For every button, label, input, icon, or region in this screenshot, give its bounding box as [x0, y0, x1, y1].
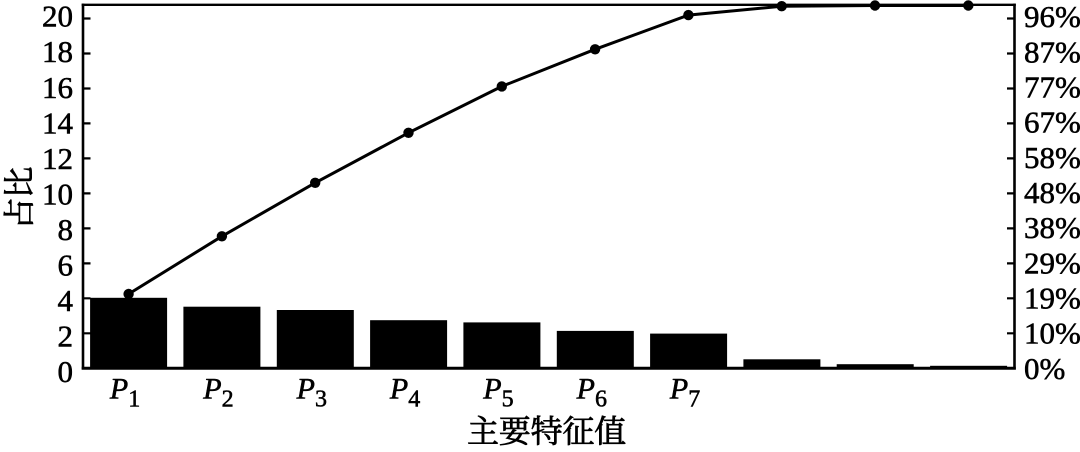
- svg-text:4: 4: [58, 283, 74, 318]
- svg-text:2: 2: [58, 319, 74, 354]
- svg-text:96%: 96%: [1024, 0, 1080, 34]
- svg-text:19%: 19%: [1024, 281, 1080, 316]
- svg-text:8: 8: [58, 212, 74, 247]
- svg-text:77%: 77%: [1024, 70, 1080, 105]
- svg-text:10%: 10%: [1024, 316, 1080, 351]
- svg-text:0%: 0%: [1024, 351, 1065, 386]
- svg-text:6: 6: [58, 248, 74, 283]
- svg-text:87%: 87%: [1024, 34, 1080, 69]
- svg-text:48%: 48%: [1024, 175, 1080, 210]
- svg-text:16: 16: [42, 70, 73, 105]
- svg-text:0: 0: [58, 354, 74, 389]
- svg-text:67%: 67%: [1024, 105, 1080, 140]
- svg-text:29%: 29%: [1024, 245, 1080, 280]
- svg-text:20: 20: [42, 0, 73, 34]
- svg-text:12: 12: [42, 141, 73, 176]
- svg-text:P4: P4: [389, 373, 420, 413]
- svg-text:38%: 38%: [1024, 210, 1080, 245]
- svg-text:10: 10: [42, 176, 73, 211]
- svg-text:58%: 58%: [1024, 140, 1080, 175]
- svg-text:18: 18: [42, 34, 73, 69]
- svg-text:P7: P7: [669, 373, 700, 413]
- svg-text:14: 14: [42, 105, 74, 140]
